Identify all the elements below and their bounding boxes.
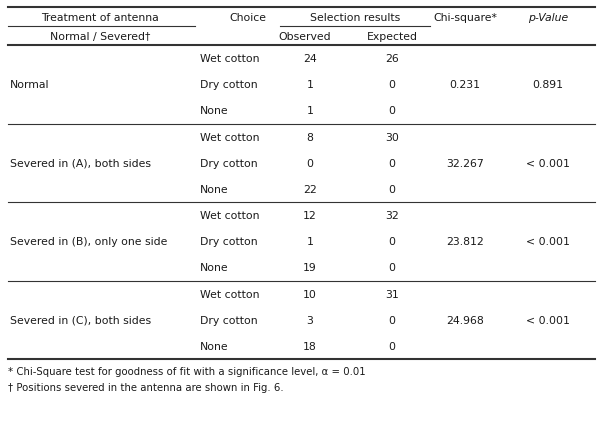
- Text: 0: 0: [388, 106, 395, 116]
- Text: Chi-square*: Chi-square*: [433, 13, 497, 23]
- Text: Choice: Choice: [229, 13, 266, 23]
- Text: 0: 0: [388, 341, 395, 351]
- Text: 0: 0: [388, 263, 395, 273]
- Text: Wet cotton: Wet cotton: [200, 132, 260, 142]
- Text: 0: 0: [307, 158, 314, 168]
- Text: Severed in (B), only one side: Severed in (B), only one side: [10, 237, 167, 247]
- Text: Severed in (C), both sides: Severed in (C), both sides: [10, 315, 151, 325]
- Text: 0.891: 0.891: [532, 80, 564, 90]
- Text: 24: 24: [303, 54, 317, 64]
- Text: 22: 22: [303, 184, 317, 194]
- Text: 1: 1: [307, 237, 314, 247]
- Text: Normal / Severed†: Normal / Severed†: [50, 32, 150, 42]
- Text: 0: 0: [388, 237, 395, 247]
- Text: 1: 1: [307, 106, 314, 116]
- Text: Expected: Expected: [367, 32, 418, 42]
- Text: 12: 12: [303, 210, 317, 220]
- Text: None: None: [200, 341, 228, 351]
- Text: Severed in (A), both sides: Severed in (A), both sides: [10, 158, 151, 168]
- Text: * Chi-Square test for goodness of fit with a significance level, α = 0.01: * Chi-Square test for goodness of fit wi…: [8, 366, 365, 376]
- Text: 0: 0: [388, 184, 395, 194]
- Text: 19: 19: [303, 263, 317, 273]
- Text: Wet cotton: Wet cotton: [200, 210, 260, 220]
- Text: † Positions severed in the antenna are shown in Fig. 6.: † Positions severed in the antenna are s…: [8, 382, 284, 392]
- Text: Dry cotton: Dry cotton: [200, 237, 258, 247]
- Text: Wet cotton: Wet cotton: [200, 289, 260, 299]
- Text: Dry cotton: Dry cotton: [200, 80, 258, 90]
- Text: 3: 3: [307, 315, 314, 325]
- Text: 8: 8: [307, 132, 314, 142]
- Text: < 0.001: < 0.001: [526, 237, 570, 247]
- Text: 1: 1: [307, 80, 314, 90]
- Text: None: None: [200, 263, 228, 273]
- Text: 0.231: 0.231: [450, 80, 481, 90]
- Text: Selection results: Selection results: [310, 13, 400, 23]
- Text: Dry cotton: Dry cotton: [200, 315, 258, 325]
- Text: Normal: Normal: [10, 80, 49, 90]
- Text: 26: 26: [385, 54, 399, 64]
- Text: 0: 0: [388, 158, 395, 168]
- Text: 31: 31: [385, 289, 399, 299]
- Text: None: None: [200, 106, 228, 116]
- Text: 23.812: 23.812: [446, 237, 484, 247]
- Text: Wet cotton: Wet cotton: [200, 54, 260, 64]
- Text: < 0.001: < 0.001: [526, 158, 570, 168]
- Text: < 0.001: < 0.001: [526, 315, 570, 325]
- Text: 32.267: 32.267: [446, 158, 484, 168]
- Text: p-Value: p-Value: [528, 13, 568, 23]
- Text: None: None: [200, 184, 228, 194]
- Text: 24.968: 24.968: [446, 315, 484, 325]
- Text: 10: 10: [303, 289, 317, 299]
- Text: Observed: Observed: [279, 32, 331, 42]
- Text: Treatment of antenna: Treatment of antenna: [41, 13, 159, 23]
- Text: 18: 18: [303, 341, 317, 351]
- Text: 30: 30: [385, 132, 399, 142]
- Text: Dry cotton: Dry cotton: [200, 158, 258, 168]
- Text: 0: 0: [388, 80, 395, 90]
- Text: 32: 32: [385, 210, 399, 220]
- Text: 0: 0: [388, 315, 395, 325]
